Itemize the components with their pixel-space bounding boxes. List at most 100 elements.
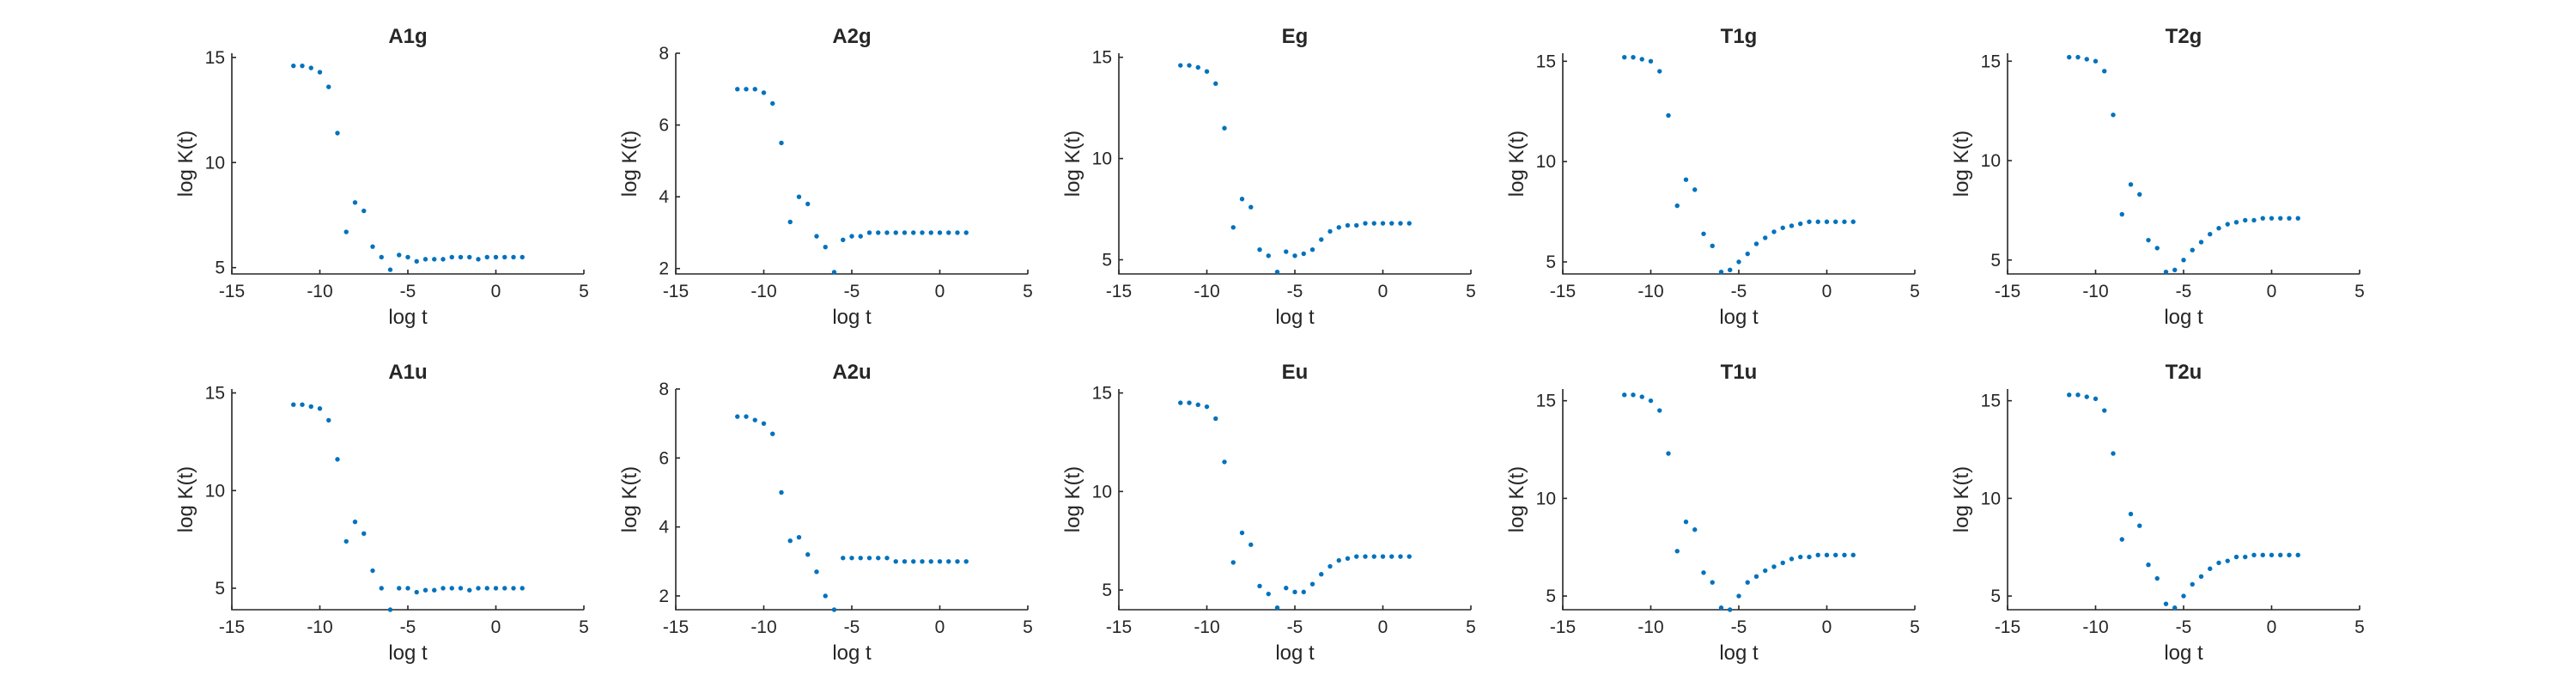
data-point (1798, 221, 1803, 227)
data-point (1631, 54, 1636, 60)
x-axis-label: log t (832, 641, 872, 665)
data-point (458, 586, 464, 591)
data-point (1284, 586, 1289, 591)
data-point (2190, 581, 2195, 587)
x-tick-label: 0 (1378, 617, 1388, 637)
data-point (1292, 589, 1297, 595)
data-point (2260, 552, 2265, 558)
x-axis-label: log t (1275, 306, 1315, 329)
x-axis-label: log t (1719, 306, 1759, 329)
y-axis-label: log K(t) (1061, 131, 1084, 197)
data-point (911, 230, 916, 235)
data-point (432, 587, 437, 593)
data-point (1710, 243, 1715, 248)
x-tick-label: -15 (663, 617, 689, 637)
data-point (849, 556, 854, 561)
x-axis-label: log t (388, 641, 428, 665)
data-point (2287, 216, 2292, 221)
data-point (1327, 228, 1333, 234)
y-tick-label: 10 (1981, 151, 2001, 171)
data-point (1380, 221, 1386, 226)
panel-title: T1g (1721, 25, 1758, 48)
data-point (752, 87, 757, 92)
data-point (831, 270, 837, 275)
data-point (1648, 398, 1654, 404)
data-point (2119, 211, 2124, 217)
data-point (1815, 552, 1820, 558)
data-point (1222, 125, 1227, 131)
x-tick-label: 5 (1023, 617, 1033, 637)
y-tick-label: 2 (659, 587, 669, 606)
data-point (1354, 554, 1359, 559)
data-point (955, 230, 960, 235)
data-point (1657, 69, 1662, 74)
x-tick-label: -5 (844, 282, 860, 301)
data-point (1398, 554, 1403, 559)
data-point (1284, 249, 1289, 254)
data-point (1230, 560, 1236, 565)
data-point (1222, 459, 1227, 465)
data-point (1301, 251, 1306, 257)
panel-title: A1g (388, 25, 427, 48)
data-point (2278, 552, 2283, 558)
data-point (440, 586, 446, 591)
data-point (519, 586, 525, 591)
data-point (2084, 394, 2089, 399)
y-tick-label: 15 (205, 48, 225, 68)
data-point (963, 559, 969, 564)
x-tick-label: -5 (1287, 282, 1303, 301)
data-point (326, 84, 331, 89)
data-point (787, 538, 793, 544)
x-tick-label: 0 (935, 617, 945, 637)
data-point (476, 586, 481, 591)
x-tick-label: -5 (2176, 282, 2192, 301)
x-tick-label: -10 (2082, 282, 2108, 301)
data-point (1336, 557, 1341, 563)
panel-a2g: -15 -10 -5 0 5 2 4 6 8 A2g log t log K(t) (618, 25, 1033, 329)
data-point (1406, 554, 1412, 559)
data-point (449, 586, 454, 591)
x-axis-label: log t (2164, 641, 2203, 665)
panel-t1u: -15 -10 -5 0 5 5 10 15 T1u log t log K(t) (1505, 361, 1920, 665)
data-point (2295, 552, 2300, 558)
data-point (1807, 219, 1812, 224)
x-tick-label: 0 (1822, 617, 1832, 637)
data-point (2154, 575, 2160, 581)
data-point (2225, 222, 2230, 227)
x-tick-label: -5 (1731, 617, 1747, 637)
data-point (1692, 527, 1698, 532)
data-point (779, 140, 784, 146)
panel-t2u: -15 -10 -5 0 5 5 10 15 T2u log t log K(t) (1950, 361, 2365, 665)
data-point (2102, 408, 2107, 413)
data-point (866, 556, 872, 561)
y-tick-label: 15 (205, 384, 225, 404)
data-point (2111, 112, 2116, 118)
data-point (1622, 392, 1627, 398)
data-point (335, 131, 340, 136)
data-point (1639, 394, 1644, 399)
data-point (884, 556, 890, 561)
data-point (1389, 554, 1394, 559)
y-axis-label: log K(t) (618, 131, 641, 197)
data-point (2146, 237, 2151, 243)
y-tick-label: 10 (205, 153, 225, 173)
data-point (1763, 235, 1768, 240)
data-point (955, 559, 960, 564)
x-tick-label: -10 (750, 617, 776, 637)
data-point (1798, 554, 1803, 560)
data-point (1842, 552, 1847, 558)
data-point (2128, 182, 2134, 187)
data-point (352, 519, 358, 525)
y-tick-label: 2 (659, 259, 669, 279)
data-point (2208, 566, 2213, 571)
x-axis-label: log t (388, 306, 428, 329)
data-point (902, 559, 908, 564)
data-point (946, 559, 951, 564)
x-tick-label: 0 (1822, 282, 1832, 301)
data-point (2075, 392, 2081, 398)
data-point (805, 201, 811, 207)
data-point (1789, 223, 1795, 228)
data-point (1780, 225, 1785, 230)
data-point (291, 402, 296, 407)
data-point (831, 607, 837, 612)
